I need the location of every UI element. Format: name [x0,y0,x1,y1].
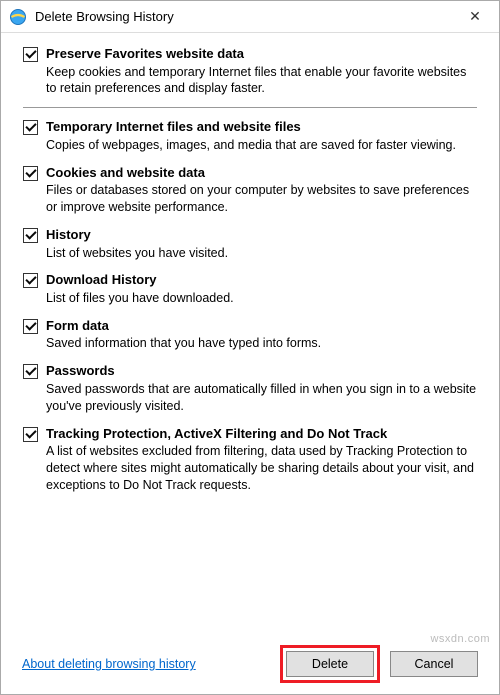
option-desc: Copies of webpages, images, and media th… [46,137,477,154]
option-title: Temporary Internet files and website fil… [46,118,477,136]
delete-button[interactable]: Delete [286,651,374,677]
option-body: Tracking Protection, ActiveX Filtering a… [46,425,477,494]
option-body: Form dataSaved information that you have… [46,317,477,352]
option-desc: Saved information that you have typed in… [46,335,477,352]
delete-highlight: Delete [280,645,380,683]
checkbox-history[interactable] [23,228,38,243]
option-body: Download HistoryList of files you have d… [46,271,477,306]
option-title: Preserve Favorites website data [46,45,477,63]
option-body: Cookies and website dataFiles or databas… [46,164,477,216]
option-title: Download History [46,271,477,289]
option-passwords: PasswordsSaved passwords that are automa… [23,362,477,414]
option-tracking-protection: Tracking Protection, ActiveX Filtering a… [23,425,477,494]
option-body: PasswordsSaved passwords that are automa… [46,362,477,414]
checkbox-temp-files[interactable] [23,120,38,135]
option-download-history: Download HistoryList of files you have d… [23,271,477,306]
option-history: HistoryList of websites you have visited… [23,226,477,261]
option-desc: List of files you have downloaded. [46,290,477,307]
option-desc: Files or databases stored on your comput… [46,182,477,216]
titlebar: Delete Browsing History ✕ [1,1,499,33]
checkbox-cookies[interactable] [23,166,38,181]
option-cookies: Cookies and website dataFiles or databas… [23,164,477,216]
divider [23,107,477,108]
option-desc: Keep cookies and temporary Internet file… [46,64,477,98]
option-body: Preserve Favorites website dataKeep cook… [46,45,477,97]
help-link[interactable]: About deleting browsing history [22,657,280,671]
option-body: HistoryList of websites you have visited… [46,226,477,261]
option-title: Cookies and website data [46,164,477,182]
checkbox-download-history[interactable] [23,273,38,288]
checkbox-tracking-protection[interactable] [23,427,38,442]
option-desc: A list of websites excluded from filteri… [46,443,477,494]
option-title: Form data [46,317,477,335]
content-area: Preserve Favorites website dataKeep cook… [1,33,499,512]
close-button[interactable]: ✕ [453,2,497,32]
option-desc: Saved passwords that are automatically f… [46,381,477,415]
option-title: Tracking Protection, ActiveX Filtering a… [46,425,477,443]
checkbox-preserve-favorites[interactable] [23,47,38,62]
option-form-data: Form dataSaved information that you have… [23,317,477,352]
option-preserve-favorites: Preserve Favorites website dataKeep cook… [23,45,477,97]
option-title: Passwords [46,362,477,380]
option-temp-files: Temporary Internet files and website fil… [23,118,477,153]
footer: About deleting browsing history Delete C… [0,645,500,683]
window-title: Delete Browsing History [35,9,453,24]
checkbox-form-data[interactable] [23,319,38,334]
watermark: wsxdn.com [430,633,490,645]
ie-icon [9,8,27,26]
checkbox-passwords[interactable] [23,364,38,379]
option-title: History [46,226,477,244]
option-body: Temporary Internet files and website fil… [46,118,477,153]
option-desc: List of websites you have visited. [46,245,477,262]
cancel-button[interactable]: Cancel [390,651,478,677]
